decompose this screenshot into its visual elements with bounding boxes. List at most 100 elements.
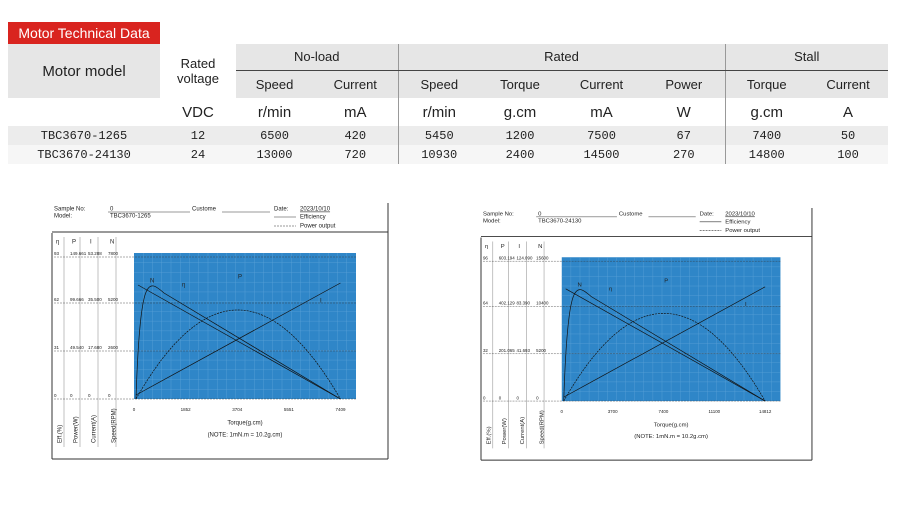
row-value: 31 [54, 345, 60, 350]
y-axis-label: Current(A) [92, 415, 98, 443]
curve-label: η [182, 283, 185, 289]
row-value: 124.090 [516, 255, 533, 260]
value: 0 [538, 211, 542, 217]
curve-label: N [150, 279, 154, 285]
sub-header: Current [313, 70, 398, 98]
y-axis-label: Speed(RPM) [540, 410, 546, 444]
x-tick-label: 7409 [335, 407, 346, 412]
unit: VDC [160, 98, 236, 126]
row-value: 603.194 [499, 255, 516, 260]
value: TBC3670-1265 [110, 214, 151, 220]
cell: 7500 [560, 126, 643, 145]
label: Model: [54, 214, 72, 220]
column-letter: P [72, 240, 76, 246]
x-tick-label: 0 [133, 407, 136, 412]
y-axis-label: Eff.(%) [486, 426, 492, 444]
efficiency-curve [563, 289, 766, 402]
row-value: 83.390 [516, 301, 530, 306]
x-tick-label: 11100 [708, 409, 720, 414]
x-tick-label: 0 [561, 409, 564, 414]
label: Sample No: [483, 211, 514, 217]
current-curve [135, 282, 341, 396]
x-axis-label: Torque(g.cm) [227, 421, 262, 427]
row-value: 0 [483, 395, 486, 400]
y-axis-label: Power(W) [74, 416, 80, 443]
row-value: 5200 [108, 297, 119, 302]
cell: 100 [808, 145, 889, 164]
row-value: 201.065 [499, 348, 516, 353]
column-letter: I [90, 240, 92, 246]
unit: A [808, 98, 889, 126]
speed-curve [137, 284, 341, 400]
legend-label: Power output [725, 228, 760, 234]
unit: g.cm [724, 98, 809, 126]
x-tick-label: 3700 [608, 409, 618, 414]
value: TBC3670-24130 [538, 218, 582, 224]
y-axis-label: Power(W) [502, 418, 508, 444]
unit: W [643, 98, 726, 126]
sub-header: Speed [236, 70, 313, 98]
y-axis-label: Current(A) [520, 417, 526, 445]
cell: 6500 [236, 126, 313, 145]
row-value: 149.661 [70, 251, 87, 256]
label: Date: [700, 211, 714, 217]
sub-header: Power [643, 70, 726, 98]
row-value: 32 [483, 348, 488, 353]
label: Model: [483, 218, 501, 224]
cell: 5450 [397, 126, 480, 145]
curve-label: P [238, 275, 242, 281]
x-tick-label: 5551 [284, 407, 295, 412]
column-letter: P [501, 244, 505, 250]
sub-header: Torque [724, 70, 809, 98]
curve-label: N [578, 282, 582, 288]
group-header: No-load [236, 44, 398, 71]
efficiency-curve [135, 285, 341, 400]
row-value: 53.288 [88, 251, 102, 256]
row-value: 7800 [108, 251, 119, 256]
column-letter: N [538, 244, 542, 250]
row-value: 2600 [108, 345, 119, 350]
row-value: 0 [536, 395, 539, 400]
cell: 14800 [724, 145, 809, 164]
row-value: 64 [483, 301, 488, 306]
label: Custome [192, 207, 217, 213]
unit: g.cm [480, 98, 560, 126]
row-value: 0 [54, 393, 57, 398]
row-value: 49.540 [70, 345, 84, 350]
x-axis-label: Torque(g.cm) [654, 422, 689, 428]
value: 2023/10/10 [300, 207, 331, 213]
row-value: 99.666 [70, 297, 84, 302]
cell: 10930 [397, 145, 480, 164]
spec-table: Motor model Rated voltage No-load Rated … [8, 44, 889, 164]
row-value: 93 [54, 251, 60, 256]
column-letter: I [518, 244, 520, 250]
row-value: 10400 [536, 301, 549, 306]
column-letter: η [485, 244, 488, 250]
row-value: 17.680 [88, 345, 102, 350]
row-value: 0 [70, 393, 73, 398]
speed-curve [565, 288, 766, 402]
column-letter: N [110, 240, 114, 246]
cell: 67 [643, 126, 726, 145]
performance-chart: Sample No: 0 Custome Date: 2023/10/10 Model: T… [51, 203, 389, 460]
cell: 7400 [724, 126, 809, 145]
voltage-header: Rated voltage [160, 44, 236, 98]
row-value: 0 [516, 395, 519, 400]
row-value: 0 [499, 395, 502, 400]
cell: 50 [808, 126, 889, 145]
model-cell: TBC3670-1265 [8, 126, 160, 145]
unit: r/min [397, 98, 480, 126]
curve-label: η [609, 286, 612, 292]
blank [8, 98, 160, 126]
label: Sample No: [54, 207, 86, 213]
cell: 2400 [480, 145, 560, 164]
y-axis-label: Speed(RPM) [112, 408, 118, 443]
power-curve [563, 313, 766, 402]
x-tick-label: 1852 [181, 407, 192, 412]
x-tick-label: 3704 [232, 407, 243, 412]
row-value: 96 [483, 255, 488, 260]
sub-header: Torque [480, 70, 560, 98]
legend-label: Efficiency [725, 219, 750, 225]
